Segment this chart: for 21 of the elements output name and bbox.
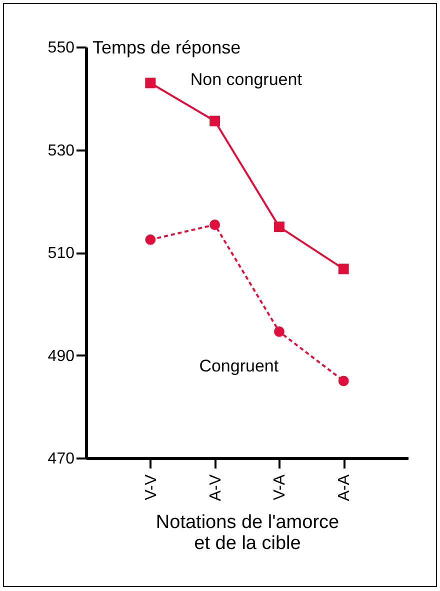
point xyxy=(145,234,156,245)
point xyxy=(338,376,349,386)
point xyxy=(274,222,284,232)
point xyxy=(210,220,220,230)
x-tick-label: V-A xyxy=(272,474,289,500)
x-tick-label: A-A xyxy=(336,474,354,502)
y-tick-label: 530 xyxy=(48,142,75,160)
point xyxy=(338,264,349,274)
y-tick-label: 490 xyxy=(48,348,75,365)
y-tick-label: 510 xyxy=(48,245,75,262)
x-tick-label: A-V xyxy=(207,474,224,502)
y-tick-label: 550 xyxy=(48,40,75,56)
x-axis-title: Notations de l'amorce et de la cible xyxy=(156,512,340,554)
y-axis-title: Temps de réponse xyxy=(92,38,241,58)
point xyxy=(210,116,220,126)
y-tick-label: 470 xyxy=(48,450,75,468)
series-label: Non congruent xyxy=(190,70,302,89)
series-label: Congruent xyxy=(199,356,279,376)
x-tick-label: V-V xyxy=(142,474,160,500)
point xyxy=(145,78,156,88)
point xyxy=(274,326,284,337)
